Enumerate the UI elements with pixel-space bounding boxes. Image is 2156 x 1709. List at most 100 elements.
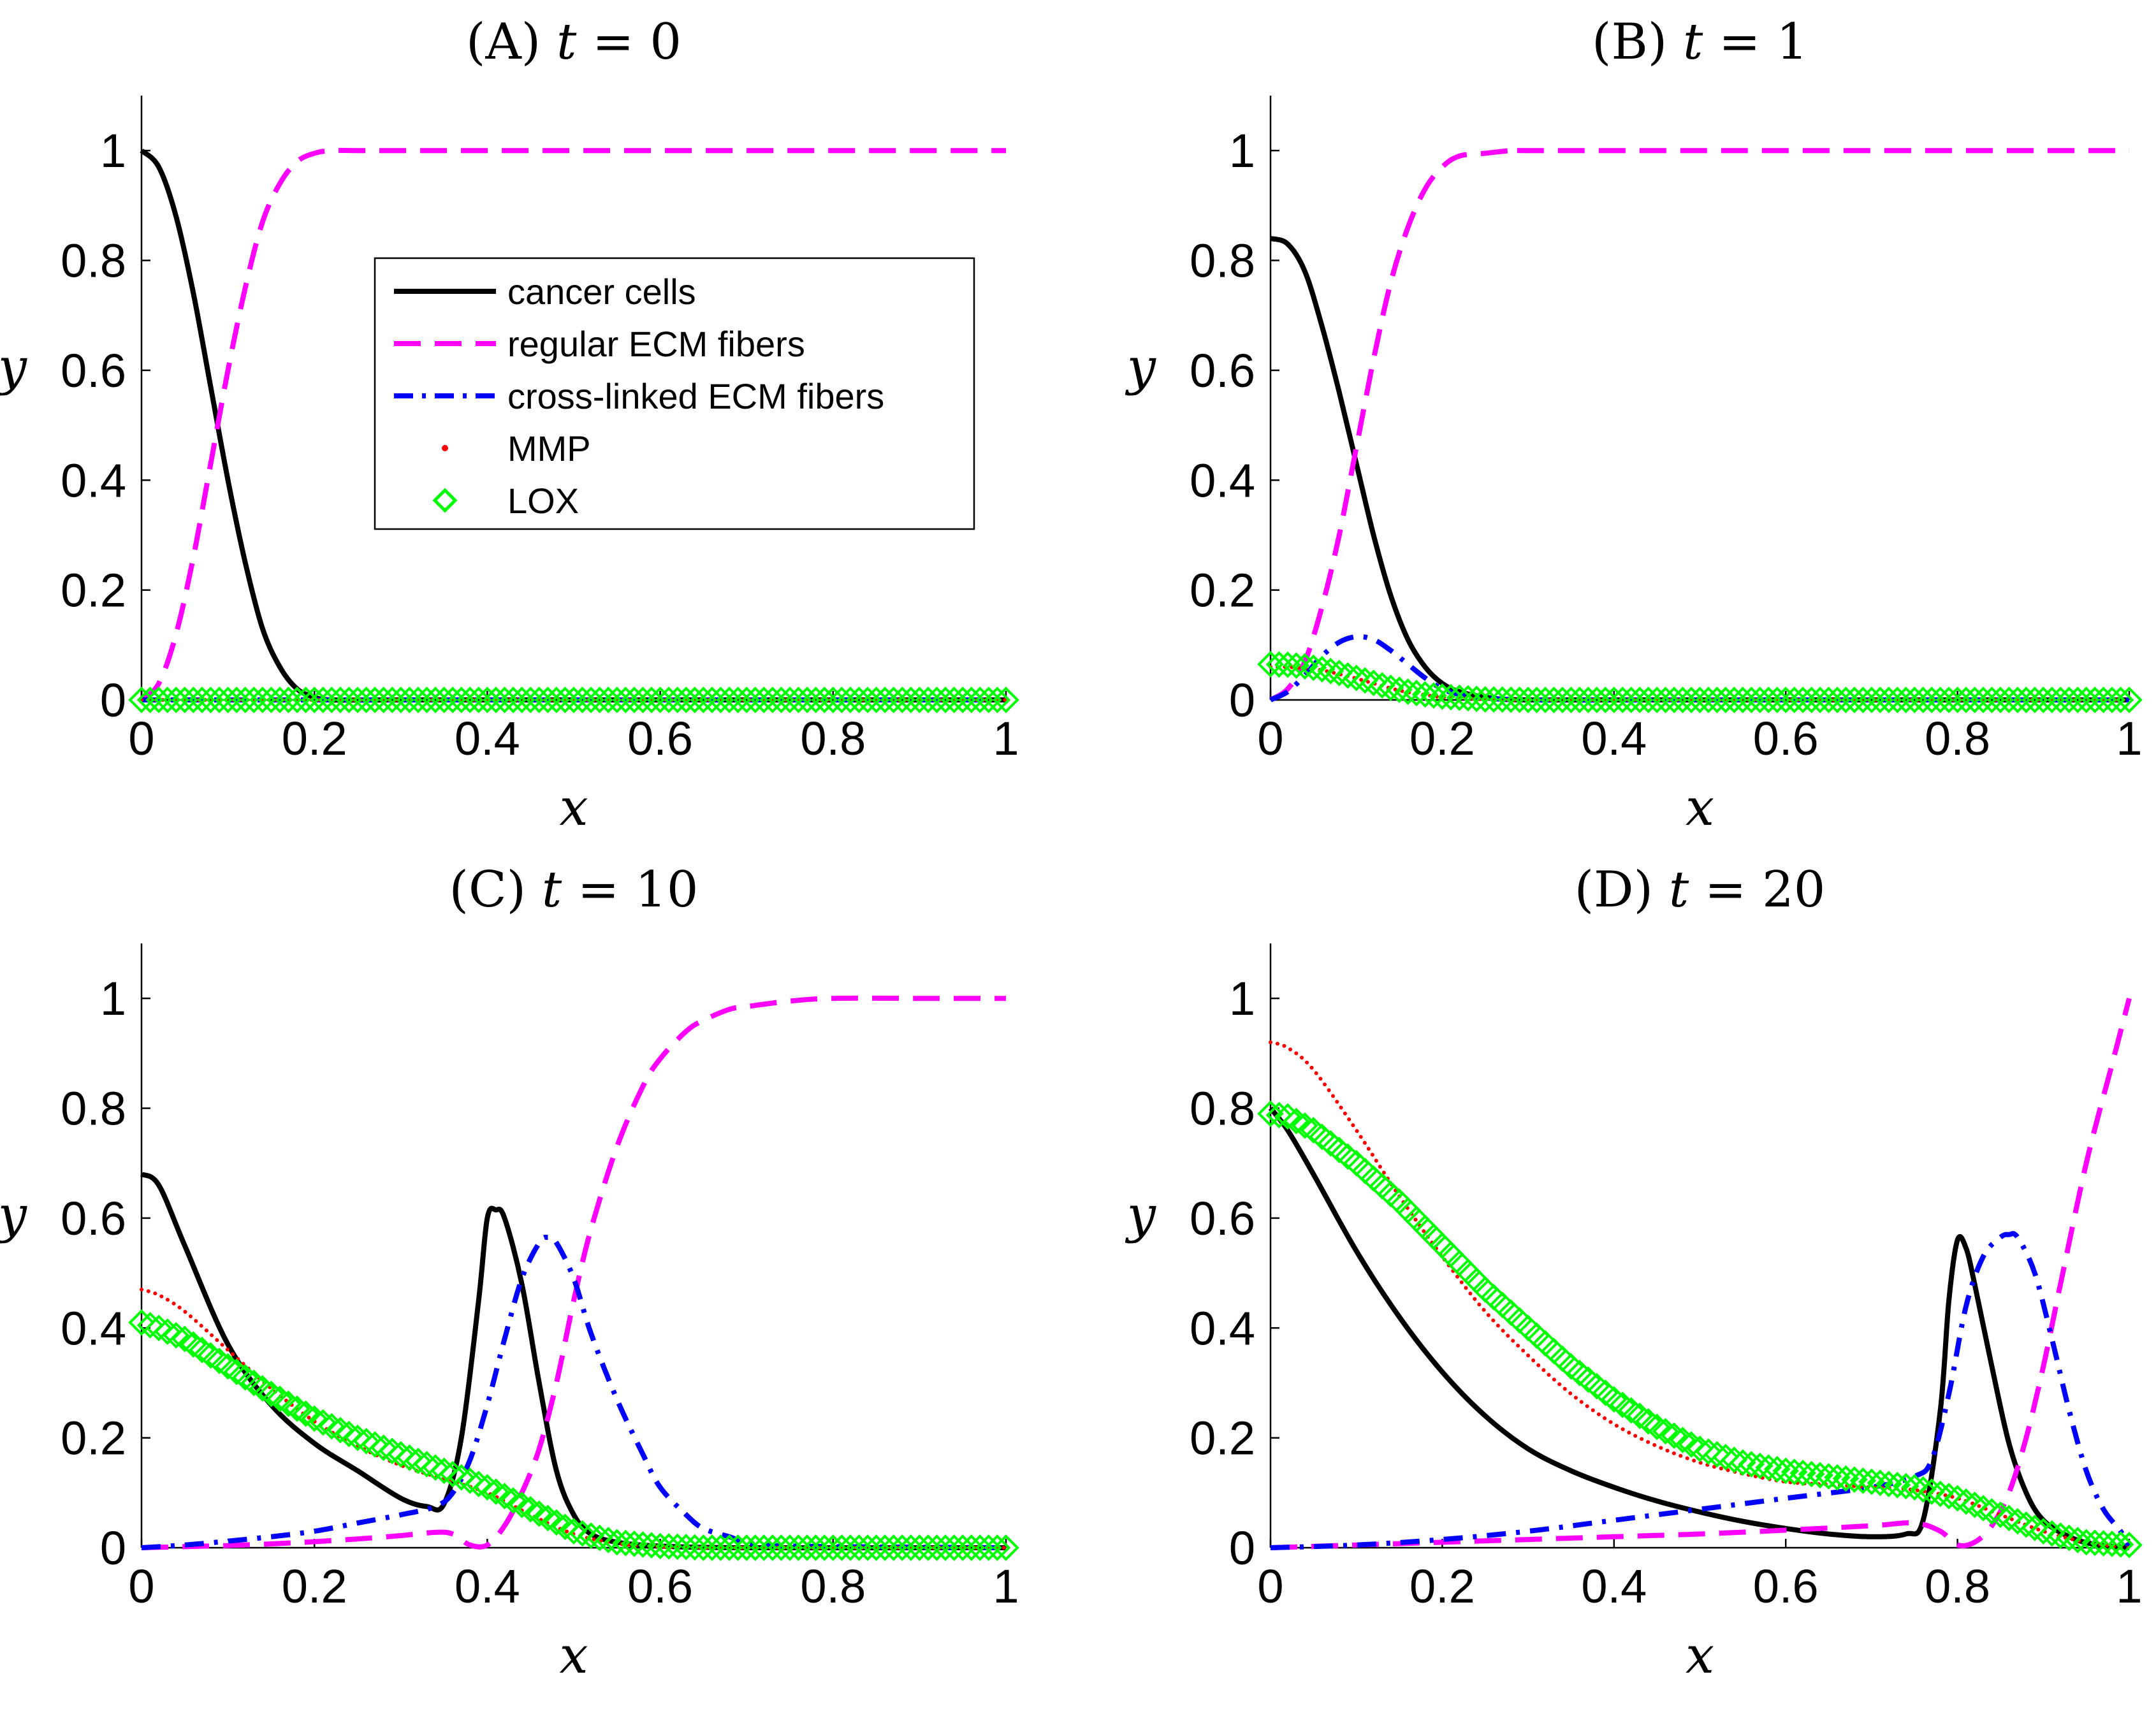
lox-marker	[785, 687, 812, 713]
legend-label-cross-linked-ecm-fibers: cross-linked ECM fibers	[507, 376, 884, 416]
lox-marker	[794, 687, 820, 713]
lox-marker	[1438, 1240, 1464, 1268]
lox-marker	[1695, 687, 1722, 713]
lox-marker	[629, 1531, 657, 1558]
lox-marker	[1961, 1491, 1988, 1518]
title-value: = 20	[1689, 861, 1825, 919]
lox-marker	[1334, 662, 1362, 689]
lox-marker	[379, 1437, 406, 1465]
lox-marker	[1540, 687, 1568, 713]
lox-marker	[525, 1500, 553, 1527]
lox-marker	[776, 687, 803, 713]
lox-marker	[551, 687, 579, 713]
lox-marker	[906, 1534, 933, 1561]
lox-marker	[1523, 687, 1550, 713]
lox-marker	[2072, 687, 2100, 713]
lox-marker	[2072, 1529, 2100, 1556]
lox-marker	[595, 687, 622, 713]
lox-marker	[880, 1534, 907, 1561]
lox-marker	[1489, 1291, 1516, 1318]
lox-marker	[335, 1420, 363, 1448]
lox-marker	[534, 687, 562, 713]
y-tick-label: 0.4	[61, 454, 126, 507]
lox-marker	[1300, 654, 1327, 681]
y-tick-label: 0.8	[61, 1082, 126, 1135]
lox-marker	[387, 1441, 414, 1468]
lox-marker	[1892, 687, 1919, 713]
lox-marker	[1394, 678, 1422, 705]
lox-marker	[1369, 672, 1395, 699]
lox-marker	[413, 687, 441, 713]
lox-marker	[716, 1534, 743, 1561]
x-tick-label: 0.6	[627, 712, 693, 765]
lox-marker	[284, 687, 310, 713]
y-tick-label: 1	[1229, 972, 1255, 1025]
lox-marker	[1927, 687, 1954, 713]
lox-marker	[854, 1534, 881, 1561]
x-tick-label: 0.4	[1581, 712, 1647, 765]
legend-label-mmp: MMP	[507, 428, 591, 469]
lox-marker	[163, 1321, 190, 1349]
x-tick-label: 1	[2116, 1560, 2142, 1613]
lox-marker	[984, 1534, 1011, 1561]
lox-marker	[664, 687, 691, 713]
lox-marker	[128, 1309, 155, 1336]
lox-marker	[915, 1534, 942, 1561]
lox-marker	[638, 687, 665, 713]
lox-marker	[776, 1534, 803, 1561]
lox-marker	[396, 1444, 423, 1471]
series-regular-ecm-fibers	[1270, 998, 2132, 1550]
title-prefix: (D)	[1575, 861, 1669, 919]
x-tick-label: 0.8	[800, 1560, 866, 1613]
lox-marker	[621, 687, 648, 713]
lox-marker	[993, 687, 1019, 713]
lox-marker	[603, 1529, 630, 1556]
lox-marker	[586, 1524, 613, 1552]
lox-marker	[1497, 1299, 1524, 1326]
lox-marker	[560, 687, 587, 713]
lox-marker	[690, 1534, 717, 1561]
lox-marker	[1695, 1438, 1722, 1465]
lox-marker	[1858, 1468, 1885, 1495]
lox-marker	[1849, 687, 1877, 713]
lox-marker	[707, 687, 734, 713]
lox-marker	[534, 1504, 562, 1532]
lox-marker	[975, 1534, 1002, 1561]
lox-marker	[2038, 687, 2065, 713]
lox-marker	[1867, 687, 1894, 713]
lox-marker	[1454, 1258, 1482, 1286]
y-tick-label: 0	[1229, 1522, 1255, 1574]
series-regular-ecm-fibers	[141, 995, 1006, 1550]
x-axis-label: x	[559, 778, 588, 837]
lox-marker	[197, 687, 224, 713]
lox-marker	[923, 687, 951, 713]
lox-marker	[569, 687, 596, 713]
lox-marker	[1308, 655, 1336, 683]
lox-marker	[768, 1534, 795, 1561]
lox-marker	[785, 1534, 812, 1561]
panel-d: (D) t = 20 0 0.2 0.4 0.6 0.8 1 0 0.2 0.4 0.6 0.8 1 x y	[1125, 861, 2143, 1685]
lox-marker	[344, 687, 371, 713]
lox-marker	[966, 1534, 994, 1561]
series-regular-ecm-fibers	[1269, 147, 2129, 702]
lox-marker	[301, 687, 328, 713]
lox-marker	[655, 1533, 682, 1560]
lox-marker	[932, 687, 959, 713]
lox-marker	[854, 687, 881, 713]
lox-marker	[500, 687, 527, 713]
lox-marker	[1557, 687, 1585, 713]
lox-marker	[396, 687, 423, 713]
lox-marker	[681, 1534, 708, 1561]
lox-marker	[940, 1534, 968, 1561]
lox-marker	[1832, 1465, 1860, 1492]
lox-marker	[413, 1451, 441, 1478]
lox-marker	[361, 1431, 388, 1458]
lox-marker	[1661, 687, 1687, 713]
title-variable: t	[1683, 13, 1703, 71]
lox-marker	[1661, 1422, 1687, 1450]
y-tick-label: 0.4	[1190, 1302, 1255, 1355]
lox-marker	[716, 687, 743, 713]
lox-marker	[1600, 687, 1628, 713]
lox-marker	[1944, 687, 1971, 713]
lox-marker	[448, 1464, 475, 1491]
